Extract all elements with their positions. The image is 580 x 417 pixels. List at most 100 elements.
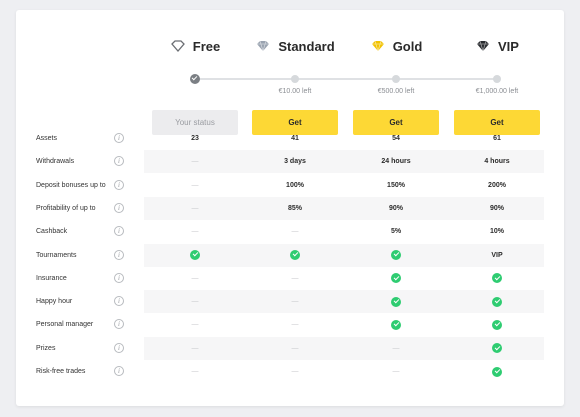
cell-value: — <box>392 368 400 375</box>
info-icon[interactable]: i <box>114 156 124 167</box>
cell-value: — <box>291 344 299 352</box>
feature-cell: — <box>247 313 343 336</box>
progress-dot-current <box>190 74 200 84</box>
check-icon <box>492 273 502 284</box>
amount-left-note: €500.00 left <box>377 88 415 95</box>
feature-cell <box>449 290 545 313</box>
feature-cell: 10% <box>449 220 545 243</box>
cell-value: 3 days <box>284 158 306 166</box>
info-icon[interactable]: i <box>114 272 124 283</box>
feature-cell: — <box>247 220 343 243</box>
check-icon <box>290 250 300 260</box>
cell-value: — <box>291 368 299 375</box>
cell-value: 100% <box>286 181 304 189</box>
cell-value: — <box>191 274 199 282</box>
info-icon[interactable]: i <box>114 179 124 190</box>
feature-label: Insurance <box>36 274 67 282</box>
feature-cell: — <box>147 197 243 220</box>
feature-cell <box>147 244 243 267</box>
plan-header-gold: Gold <box>348 36 444 56</box>
feature-label: Withdrawals <box>36 158 75 166</box>
row-band <box>144 336 544 360</box>
cell-value: — <box>191 321 199 329</box>
feature-cell: — <box>147 313 243 336</box>
get-standard-button[interactable]: Get <box>252 110 338 135</box>
check-icon <box>492 343 502 354</box>
get-vip-button[interactable]: Get <box>454 110 540 135</box>
check-icon <box>492 366 502 377</box>
feature-row: Tournaments i VIP <box>16 243 564 267</box>
feature-label: Assets <box>36 135 58 142</box>
plan-name: Standard <box>278 38 335 54</box>
info-icon[interactable]: i <box>114 319 124 330</box>
row-band <box>144 150 544 174</box>
feature-cell: 61 <box>449 127 545 150</box>
feature-label: Risk-free trades <box>36 368 86 375</box>
plans-comparison-card: Free Standard Gold VIP €10.00 left €500.00 le… <box>16 10 564 406</box>
feature-row: Withdrawals i — 3 days 24 hours 4 hours <box>16 150 564 174</box>
silver-diamond-icon <box>255 38 271 54</box>
feature-cell <box>449 360 545 383</box>
feature-cell: 3 days <box>247 150 343 173</box>
feature-cell <box>449 337 545 360</box>
check-icon <box>190 250 200 260</box>
info-icon[interactable]: i <box>114 342 124 353</box>
info-icon[interactable]: i <box>114 133 124 143</box>
row-band <box>144 243 544 267</box>
feature-cell: 200% <box>449 174 545 197</box>
feature-cell: — <box>348 337 444 360</box>
heart-outline-icon <box>170 38 186 54</box>
check-icon <box>391 319 401 330</box>
progress-dot <box>392 75 400 83</box>
cell-value: 5% <box>390 228 402 236</box>
feature-row: Risk-free trades i — — — <box>16 360 564 383</box>
feature-cell <box>348 267 444 290</box>
info-icon[interactable]: i <box>114 366 124 376</box>
cell-value: — <box>291 228 299 236</box>
feature-cell: — <box>147 290 243 313</box>
progress-dot <box>291 75 299 83</box>
plan-name: VIP <box>498 38 519 54</box>
cell-value: VIP <box>491 251 503 259</box>
progress-dot <box>493 75 501 83</box>
amount-left-note: €10.00 left <box>278 88 312 95</box>
feature-label: Happy hour <box>36 298 73 306</box>
cell-value: 90% <box>388 204 403 212</box>
feature-cell <box>348 244 444 267</box>
cell-value: 24 hours <box>381 158 411 166</box>
info-icon[interactable]: i <box>114 226 124 237</box>
check-icon <box>492 296 502 307</box>
info-icon[interactable]: i <box>114 296 124 307</box>
feature-row: Prizes i — — — <box>16 336 564 360</box>
get-gold-button[interactable]: Get <box>353 110 439 135</box>
feature-label: Deposit bonuses up to <box>36 181 106 189</box>
cell-value: 200% <box>488 181 506 189</box>
cell-value: 61 <box>493 135 501 142</box>
row-band <box>144 290 544 314</box>
info-icon[interactable]: i <box>114 249 124 260</box>
feature-label: Cashback <box>36 228 68 236</box>
cell-value: — <box>291 298 299 306</box>
cell-value: 150% <box>387 181 405 189</box>
feature-cell: 41 <box>247 127 343 150</box>
cell-value: 10% <box>489 228 504 236</box>
cell-value: 23 <box>191 135 199 142</box>
feature-cell: — <box>147 337 243 360</box>
feature-cell <box>449 267 545 290</box>
feature-cell: — <box>147 174 243 197</box>
plan-header-free: Free <box>147 36 243 56</box>
feature-cell: — <box>348 360 444 383</box>
feature-cell: 90% <box>449 197 545 220</box>
cell-value: 85% <box>287 204 302 212</box>
info-icon[interactable]: i <box>114 202 124 213</box>
cell-value: — <box>191 158 199 166</box>
feature-row: Cashback i — — 5% 10% <box>16 220 564 243</box>
cell-value: — <box>191 368 199 375</box>
feature-row: Profitability of up to i — 85% 90% 90% <box>16 196 564 220</box>
cell-value: — <box>191 228 199 236</box>
cell-value: — <box>291 321 299 329</box>
feature-cell: 85% <box>247 197 343 220</box>
amount-left-note: €1,000.00 left <box>475 88 519 95</box>
feature-row: Deposit bonuses up to i — 100% 150% 200% <box>16 174 564 197</box>
plan-header-vip: VIP <box>449 36 545 56</box>
